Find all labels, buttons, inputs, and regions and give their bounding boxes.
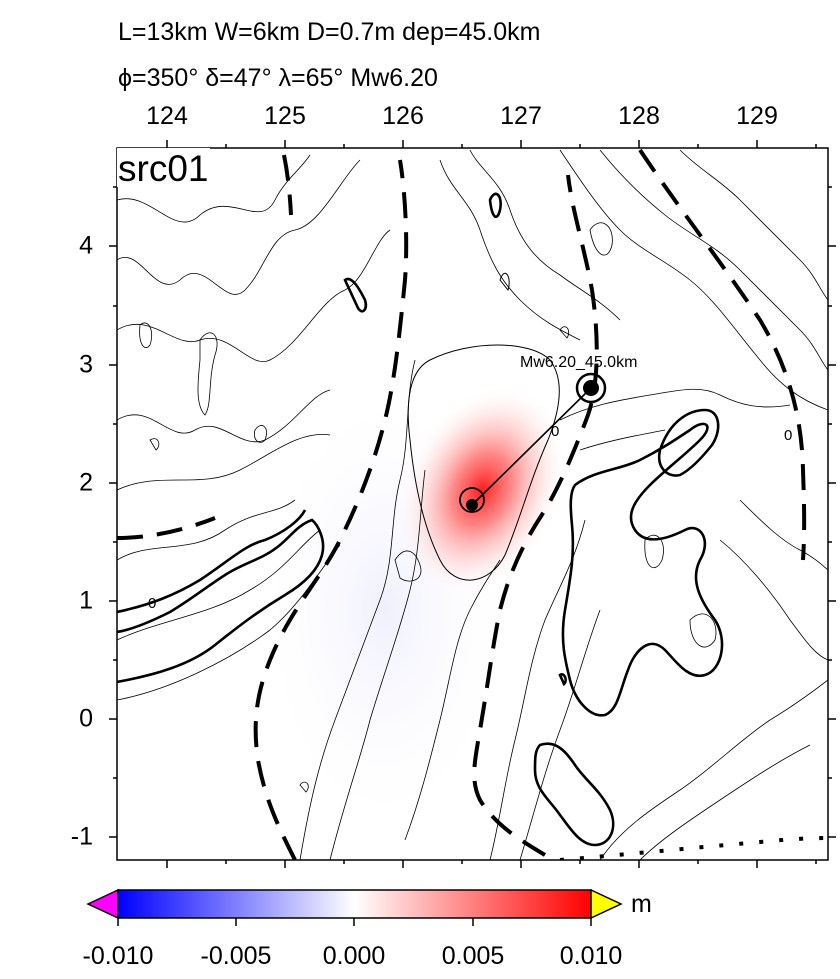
x-tick-label: 129 (736, 102, 778, 130)
map-frame (116, 147, 829, 861)
epicenter-dot (583, 380, 599, 396)
y-tick-label: -1 (70, 822, 93, 851)
uplift-field (397, 384, 567, 596)
contour-label: 0 (148, 595, 156, 612)
header-fault-geometry: L=13km W=6km D=0.7m dep=45.0km (118, 18, 541, 46)
colorbar-tick-label: -0.010 (82, 942, 154, 970)
y-tick-label: 2 (79, 468, 93, 497)
map-content: Mw6.20_45.0km 0 0 0 (117, 148, 828, 860)
epicenter-circle (575, 372, 607, 404)
coastline-thick (117, 192, 724, 847)
frame-ticks (109, 140, 836, 868)
panel-title: src01 (117, 148, 211, 189)
trench-lines (117, 148, 807, 860)
x-tick-label: 124 (146, 102, 188, 130)
colorbar-tick-label: 0.010 (559, 942, 623, 970)
y-tick-label: 4 (79, 231, 93, 260)
colorbar-under-triangle (86, 888, 119, 920)
y-tick-label: 1 (79, 586, 93, 615)
contour-label: 0 (784, 427, 792, 444)
x-tick-label: 127 (500, 102, 542, 130)
fault-centroid-dot (466, 499, 478, 511)
colorbar-tick-label: 0.000 (322, 942, 386, 970)
colorbar-over-triangle (590, 888, 623, 920)
colorbar-tick-label: 0.005 (441, 942, 505, 970)
source-offset-line (471, 387, 592, 506)
colorbar (86, 888, 623, 926)
contour-label: 0 (551, 423, 559, 440)
fault-centroid-circle (459, 487, 485, 513)
y-tick-label: 0 (79, 704, 93, 733)
header-fault-mechanism: ϕ=350° δ=47° λ=65° Mw6.20 (118, 64, 438, 92)
colorbar-unit: m (631, 890, 652, 918)
source-label: Mw6.20_45.0km (520, 354, 637, 371)
x-tick-label: 128 (618, 102, 660, 130)
colorbar-tick-label: -0.005 (200, 942, 272, 970)
uplift-zero-contour (407, 272, 560, 581)
x-tick-label: 126 (382, 102, 424, 130)
x-tick-label: 125 (264, 102, 306, 130)
bathymetry-contours-thin (117, 149, 828, 860)
colorbar-gradient (117, 889, 592, 919)
y-tick-label: 3 (79, 350, 93, 379)
